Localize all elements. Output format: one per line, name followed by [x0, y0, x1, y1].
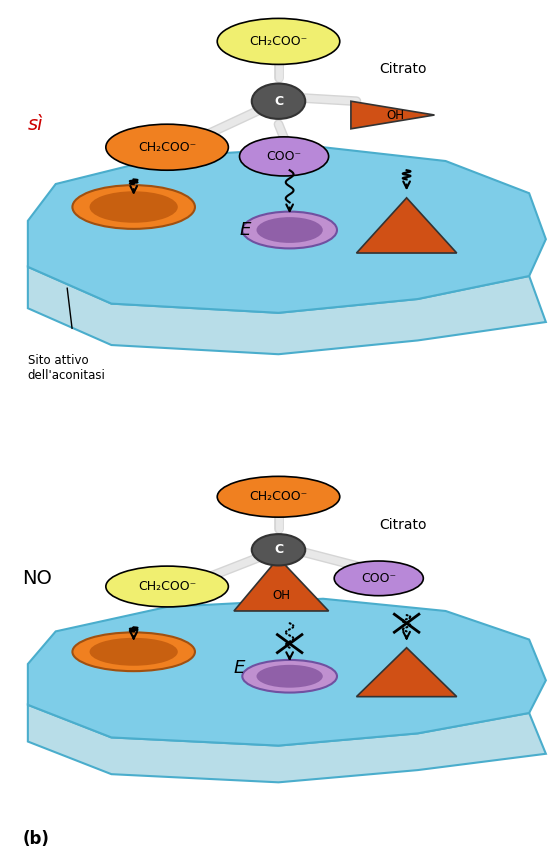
Ellipse shape — [90, 638, 178, 666]
Ellipse shape — [217, 477, 340, 517]
Ellipse shape — [90, 191, 178, 223]
Ellipse shape — [72, 633, 195, 671]
Ellipse shape — [72, 185, 195, 229]
Ellipse shape — [240, 137, 329, 176]
Text: E: E — [234, 659, 245, 677]
Text: E: E — [240, 221, 251, 239]
Text: COO⁻: COO⁻ — [266, 150, 302, 163]
Polygon shape — [28, 266, 546, 354]
Ellipse shape — [242, 212, 337, 248]
Text: Citrato: Citrato — [379, 62, 426, 76]
Text: CH₂COO⁻: CH₂COO⁻ — [250, 35, 307, 48]
Ellipse shape — [106, 566, 228, 607]
Text: COO⁻: COO⁻ — [361, 572, 397, 585]
Ellipse shape — [252, 83, 305, 119]
Text: C: C — [274, 543, 283, 556]
Text: CH₂COO⁻: CH₂COO⁻ — [138, 141, 196, 154]
Polygon shape — [28, 599, 546, 746]
Ellipse shape — [256, 665, 323, 687]
Polygon shape — [28, 705, 546, 782]
Ellipse shape — [252, 534, 305, 565]
Text: (b): (b) — [22, 831, 49, 848]
Ellipse shape — [242, 660, 337, 693]
Text: Citrato: Citrato — [379, 518, 426, 532]
Text: sì: sì — [28, 115, 43, 134]
Text: Sito attivo
dell'aconitasi: Sito attivo dell'aconitasi — [28, 354, 106, 382]
Polygon shape — [28, 148, 546, 312]
Polygon shape — [356, 198, 457, 253]
Polygon shape — [351, 102, 434, 128]
Text: CH₂COO⁻: CH₂COO⁻ — [138, 580, 196, 593]
Text: OH: OH — [387, 108, 404, 122]
Polygon shape — [356, 648, 457, 697]
Text: C: C — [274, 95, 283, 108]
Ellipse shape — [334, 561, 423, 595]
Ellipse shape — [256, 217, 323, 243]
Text: OH: OH — [272, 589, 290, 602]
Ellipse shape — [106, 124, 228, 170]
Text: NO: NO — [22, 569, 52, 588]
Text: CH₂COO⁻: CH₂COO⁻ — [250, 490, 307, 503]
Polygon shape — [234, 558, 329, 611]
Ellipse shape — [217, 18, 340, 64]
